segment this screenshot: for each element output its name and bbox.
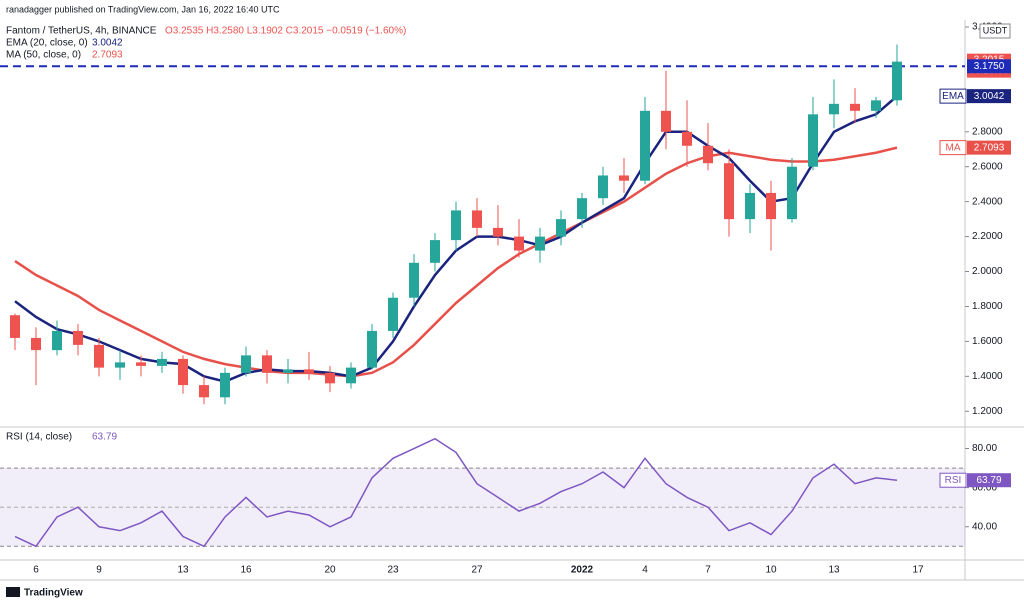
candle-body xyxy=(535,236,545,251)
candle-body xyxy=(409,262,419,298)
y-tick-label: 1.6000 xyxy=(972,336,1003,347)
candle-body xyxy=(850,103,860,111)
legend-entry: EMA (20, close, 0) xyxy=(6,38,88,49)
candle-body xyxy=(451,210,461,241)
candle-body xyxy=(136,362,146,366)
candle-body xyxy=(367,330,377,368)
candle-body xyxy=(94,344,104,368)
published: ranadagger published on TradingView.com,… xyxy=(6,4,280,14)
candle-body xyxy=(52,330,62,351)
candle-body xyxy=(787,166,797,220)
y-tick-label: 2.8000 xyxy=(972,126,1003,137)
tag-label: EMA xyxy=(942,91,964,102)
rsi-band xyxy=(0,468,965,547)
x-tick-label: 6 xyxy=(33,565,39,576)
candle-body xyxy=(493,227,503,237)
candle-body xyxy=(304,369,314,373)
tag-label: RSI xyxy=(945,475,962,486)
ohlc-label: O3.2535 H3.2580 L3.1902 C3.2015 −0.0519 … xyxy=(165,26,406,37)
tag-box xyxy=(939,88,967,104)
price-tag-label: 3.1750 xyxy=(974,61,1005,72)
candle-body xyxy=(262,355,272,373)
y-tick-label: 2.6000 xyxy=(972,161,1003,172)
y-tick-label: 2.2000 xyxy=(972,231,1003,242)
candle-body xyxy=(766,192,776,220)
candle-body xyxy=(640,110,650,181)
legend-entry: MA (50, close, 0) xyxy=(6,50,81,61)
x-tick-label: 27 xyxy=(471,565,483,576)
y-tick-label: 1.8000 xyxy=(972,301,1003,312)
candle-body xyxy=(346,367,356,384)
x-tick-label: 4 xyxy=(642,565,648,576)
tag-box xyxy=(939,140,967,156)
candle-body xyxy=(115,362,125,368)
rsi-line xyxy=(14,437,898,548)
candle-body xyxy=(829,103,839,115)
legend-value: 2.7093 xyxy=(92,50,123,61)
x-tick-label: 23 xyxy=(387,565,399,576)
indicator-line xyxy=(14,146,898,378)
unit-box xyxy=(979,23,1011,39)
candle-body xyxy=(745,192,755,220)
footer-logo: TradingView xyxy=(24,588,83,599)
price-tag-label: 2.7093 xyxy=(974,142,1005,153)
candle-body xyxy=(556,219,566,237)
y-tick-label: 2.0000 xyxy=(972,266,1003,277)
tag-box xyxy=(939,472,967,488)
y-tick-label: 60.00 xyxy=(972,482,997,493)
x-tick-label: 7 xyxy=(705,565,711,576)
price-tag-label: 3.0042 xyxy=(974,91,1005,102)
y-tick-label: 40.00 xyxy=(972,521,997,532)
candle-body xyxy=(283,369,293,373)
y-tick-label: 1.2000 xyxy=(972,406,1003,417)
tag-label: MA xyxy=(946,142,961,153)
candle-body xyxy=(577,198,587,220)
x-tick-label: 16 xyxy=(240,565,252,576)
unit-label: USDT xyxy=(983,25,1008,35)
candle-body xyxy=(430,240,440,263)
chart-title: Fantom / TetherUS, 4h, BINANCE xyxy=(6,26,157,37)
candle-body xyxy=(73,330,83,345)
y-tick-label: 80.00 xyxy=(972,443,997,454)
candle-body xyxy=(178,358,188,386)
candle-body xyxy=(682,131,692,146)
x-tick-label: 20 xyxy=(324,565,336,576)
candle-body xyxy=(220,372,230,398)
candle-body xyxy=(31,337,41,351)
x-tick-label: 13 xyxy=(828,565,840,576)
x-tick-label: 10 xyxy=(765,565,777,576)
candle-body xyxy=(325,372,335,384)
candle-body xyxy=(661,110,671,132)
candle-body xyxy=(871,100,881,111)
price-tag xyxy=(967,89,1011,104)
candle-body xyxy=(724,163,734,220)
rsi-title: RSI (14, close) xyxy=(6,432,72,443)
price-tag xyxy=(967,140,1011,155)
candle-body xyxy=(892,61,902,101)
legend-value: 3.0042 xyxy=(92,38,123,49)
candle-body xyxy=(472,210,482,228)
logo-icon xyxy=(6,587,20,597)
x-tick-label: 2022 xyxy=(571,565,594,576)
candle-body xyxy=(514,236,524,251)
candle-body xyxy=(388,297,398,331)
price-tag xyxy=(967,473,1011,488)
price-tag xyxy=(967,59,1011,74)
rsi-value: 63.79 xyxy=(92,432,117,443)
x-tick-label: 13 xyxy=(177,565,189,576)
y-tick-label: 1.4000 xyxy=(972,371,1003,382)
candle-body xyxy=(808,114,818,167)
y-tick-label: 2.4000 xyxy=(972,196,1003,207)
candle-body xyxy=(703,145,713,164)
candle-body xyxy=(157,358,167,366)
candle-body xyxy=(10,315,20,338)
x-tick-label: 17 xyxy=(912,565,924,576)
candle-body xyxy=(199,385,209,398)
candle-body xyxy=(598,175,608,199)
price-tag-label: 63.79 xyxy=(976,475,1001,486)
candle-body xyxy=(241,355,251,373)
candle-body xyxy=(619,175,629,181)
x-tick-label: 9 xyxy=(96,565,102,576)
